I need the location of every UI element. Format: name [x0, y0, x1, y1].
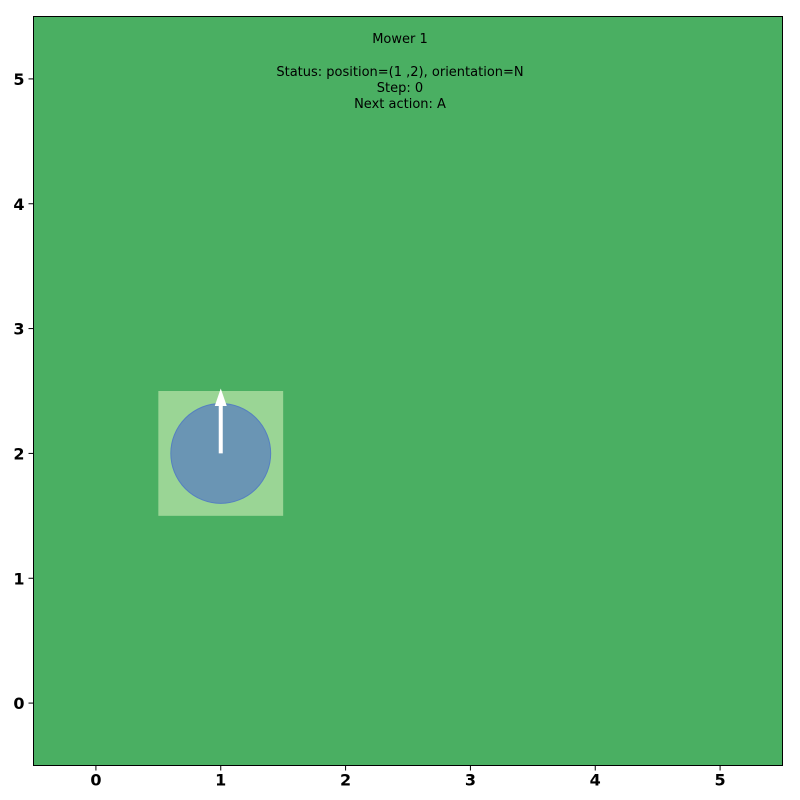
orientation-arrow-icon: [214, 388, 227, 406]
x-tick-label: 3: [465, 771, 476, 790]
x-tick-label: 1: [215, 771, 226, 790]
x-axis-ticks: 0 1 2 3 4 5: [90, 765, 726, 790]
next-action-text: Next action: A: [354, 97, 446, 112]
y-tick-label: 5: [13, 70, 24, 89]
x-tick-label: 2: [340, 771, 351, 790]
x-tick-label: 0: [90, 771, 101, 790]
x-tick-label: 4: [590, 771, 601, 790]
y-tick-label: 2: [13, 444, 24, 463]
y-tick-label: 4: [13, 195, 24, 214]
status-text: Status: position=(1 ,2), orientation=N: [276, 65, 523, 80]
mower-title: Mower 1: [372, 32, 428, 47]
y-axis-ticks: 0 1 2 3 4 5: [13, 70, 34, 713]
step-text: Step: 0: [377, 81, 423, 96]
y-tick-label: 3: [13, 320, 24, 339]
y-tick-label: 1: [13, 569, 24, 588]
y-tick-label: 0: [13, 694, 24, 713]
x-tick-label: 5: [715, 771, 726, 790]
lawn-area: [33, 16, 783, 766]
